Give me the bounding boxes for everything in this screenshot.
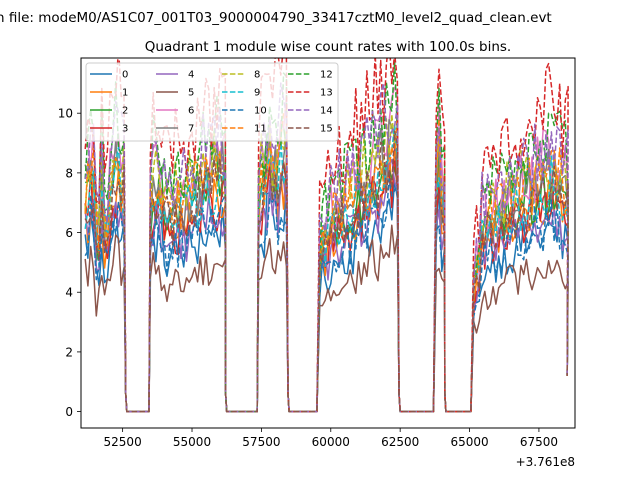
chart-title: Quadrant 1 module wise count rates with … [145, 39, 511, 55]
y-tick-label: 4 [65, 286, 73, 300]
legend-label-4: 4 [188, 70, 194, 81]
y-tick-label: 2 [65, 345, 73, 359]
series-line-9 [84, 124, 569, 413]
legend-label-11: 11 [254, 124, 267, 135]
x-tick-label: 67500 [520, 435, 558, 449]
x-tick-label: 65000 [450, 435, 488, 449]
y-axis: 0 2 4 6 8 10 [58, 107, 81, 419]
x-tick-label: 60000 [312, 435, 350, 449]
legend-label-12: 12 [320, 70, 333, 81]
legend-label-9: 9 [254, 88, 260, 99]
y-tick-label: 0 [65, 405, 73, 419]
legend-label-0: 0 [122, 70, 128, 81]
series-line-10 [84, 178, 569, 413]
plot-frame [80, 57, 576, 429]
y-tick-label: 6 [65, 226, 73, 240]
legend-label-13: 13 [320, 88, 333, 99]
y-tick-label: 10 [58, 107, 73, 121]
legend-label-5: 5 [188, 88, 194, 99]
x-tick-label: 62500 [381, 435, 419, 449]
legend-label-6: 6 [188, 106, 194, 117]
legend-label-3: 3 [122, 124, 128, 135]
legend-label-2: 2 [122, 106, 128, 117]
figure-suptitle: n file: modeM0/AS1C07_001T03_9000004790_… [0, 10, 552, 26]
x-offset-label: +3.761e8 [516, 455, 575, 469]
x-tick-label: 57500 [242, 435, 280, 449]
x-tick-label: 55000 [173, 435, 211, 449]
series-line-12 [84, 60, 569, 413]
legend-label-1: 1 [122, 88, 128, 99]
y-tick-label: 8 [65, 166, 73, 180]
legend-label-7: 7 [188, 124, 194, 135]
series-line-15 [84, 130, 569, 413]
x-axis: 52500 55000 57500 60000 62500 65000 67500 [104, 428, 558, 449]
legend-label-15: 15 [320, 124, 333, 135]
series-line-0 [84, 179, 569, 413]
series-layer [84, 58, 569, 413]
legend-label-8: 8 [254, 70, 260, 81]
series-line-14 [84, 82, 569, 413]
legend-label-14: 14 [320, 106, 333, 117]
legend-label-10: 10 [254, 106, 267, 117]
x-tick-label: 52500 [104, 435, 142, 449]
legend-box [85, 62, 339, 142]
series-line-5 [84, 224, 569, 413]
